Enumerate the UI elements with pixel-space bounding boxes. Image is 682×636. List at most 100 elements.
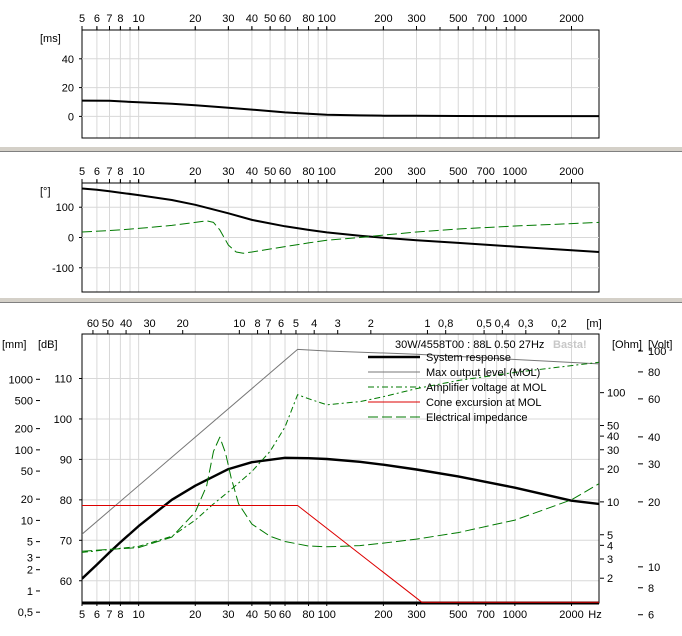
ohm-tick-label: 4 (607, 540, 613, 552)
ohm-tick-label: 5 (607, 530, 613, 542)
x-tick-label: 50 (264, 13, 276, 25)
plot-frame (81, 333, 600, 604)
series-line-amplifier-voltage-at-mol (82, 361, 599, 553)
x-tick-label: 10 (133, 13, 145, 25)
m-tick-label: 5 (293, 318, 299, 330)
mm-tick-label: 3 (27, 552, 33, 564)
x-tick-label: 6 (94, 166, 100, 178)
x-tick-label: 8 (117, 166, 123, 178)
x-tick-label: 1000 (503, 609, 527, 621)
legend-label: Amplifier voltage at MOL (426, 382, 546, 394)
mm-tick-label: 2 (27, 565, 33, 577)
x-tick-label: 40 (246, 609, 258, 621)
series-line-phase-impedance- (81, 220, 600, 254)
m-unit-label: [m] (586, 318, 601, 330)
db-tick-label: 70 (60, 535, 72, 547)
x-tick-label: 60 (279, 166, 291, 178)
group-delay-chart: 5 6 7 8 10 20 30 40 50 60 80 100 200 300 500 700 1000 200… (40, 13, 600, 139)
volt-tick-label: 40 (648, 432, 660, 444)
m-tick-label: 1 (424, 318, 430, 330)
x-tick-label: 300 (407, 13, 425, 25)
m-tick-label: 50 (102, 318, 114, 330)
mm-tick-label: 50 (21, 466, 33, 478)
x-tick-label: 500 (449, 13, 467, 25)
ohm-tick-label: 30 (607, 445, 619, 457)
x-tick-label: 2000 (559, 13, 583, 25)
mm-tick-label: 10 (21, 515, 33, 527)
x-tick-label: 7 (106, 166, 112, 178)
x-tick-label: 300 (407, 166, 425, 178)
splitter-2[interactable] (0, 297, 682, 303)
m-tick-label: 0,2 (551, 318, 566, 330)
x-tick-label: 20 (189, 609, 201, 621)
y-tick-label: 20 (62, 83, 74, 95)
x-tick-label: 1000 (503, 166, 527, 178)
m-tick-label: 30 (143, 318, 155, 330)
x-tick-label: 80 (302, 13, 314, 25)
y-axis-unit: [ms] (40, 33, 61, 45)
volt-tick-label: 80 (648, 367, 660, 379)
driver-header: 30W/4558T00 : 88L 0.50 27Hz (395, 339, 544, 351)
x-tick-label: 700 (477, 609, 495, 621)
y-tick-label: -100 (52, 263, 74, 275)
db-tick-label: 90 (60, 454, 72, 466)
x-tick-label: 40 (246, 13, 258, 25)
m-tick-label: 40 (120, 318, 132, 330)
x-tick-label: 200 (374, 609, 392, 621)
series-line-cone-excursion-at-mol (82, 505, 599, 603)
volt-tick-label: 30 (648, 459, 660, 471)
mm-tick-label: 5 (27, 537, 33, 549)
x-tick-label: 10 (133, 609, 145, 621)
db-tick-label: 110 (54, 373, 72, 385)
x-tick-label: 30 (222, 609, 234, 621)
m-tick-label: 10 (233, 318, 245, 330)
x-tick-label: 20 (189, 166, 201, 178)
m-tick-label: 60 (87, 318, 99, 330)
mm-tick-label: 1 (27, 586, 33, 598)
m-tick-label: 0,4 (495, 318, 510, 330)
x-tick-label: 100 (318, 13, 336, 25)
splitter-1[interactable] (0, 146, 682, 152)
m-tick-label: 7 (265, 318, 271, 330)
mm-tick-label: 0,5 (18, 607, 33, 619)
m-tick-label: 3 (335, 318, 341, 330)
y-axis-unit: [°] (40, 186, 51, 198)
x-tick-label: 40 (246, 166, 258, 178)
x-tick-label: 2000 (559, 609, 583, 621)
x-tick-label: 5 (79, 166, 85, 178)
volt-tick-label: 100 (648, 346, 666, 358)
x-tick-label: 6 (94, 609, 100, 621)
ohm-tick-label: 100 (607, 388, 625, 400)
x-tick-label: 8 (117, 609, 123, 621)
mm-tick-label: 500 (15, 396, 33, 408)
x-tick-label: 500 (449, 609, 467, 621)
series-line-max-output-level-mol- (82, 348, 599, 535)
phase-chart: 5 6 7 8 10 20 30 40 50 60 80 100 200 300 500 700 1000 200… (40, 166, 600, 293)
ohm-tick-label: 50 (607, 421, 619, 433)
x-tick-label: 700 (477, 166, 495, 178)
mm-tick-label: 1000 (9, 374, 33, 386)
plot-frame (81, 29, 600, 139)
x-tick-label: 6 (94, 13, 100, 25)
x-tick-label: 50 (264, 609, 276, 621)
ohm-tick-label: 2 (607, 573, 613, 585)
db-tick-label: 80 (60, 495, 72, 507)
x-tick-label: 60 (279, 13, 291, 25)
x-tick-label: 5 (79, 13, 85, 25)
db-tick-label: 60 (60, 576, 72, 588)
x-tick-label: 80 (302, 609, 314, 621)
volt-tick-label: 6 (648, 610, 654, 622)
legend-label: Electrical impedance (426, 412, 528, 424)
m-tick-label: 4 (311, 318, 317, 330)
legend-label: Max output level (MOL) (426, 367, 540, 379)
x-tick-label: 200 (374, 166, 392, 178)
x-tick-label: 30 (222, 166, 234, 178)
x-tick-label: 7 (106, 13, 112, 25)
x-tick-label: 700 (477, 13, 495, 25)
watermark: Basta! (553, 339, 587, 351)
x-tick-label: 60 (279, 609, 291, 621)
m-tick-label: 0,3 (518, 318, 533, 330)
volt-unit-label: [Volt] (648, 339, 672, 351)
x-tick-label: 80 (302, 166, 314, 178)
